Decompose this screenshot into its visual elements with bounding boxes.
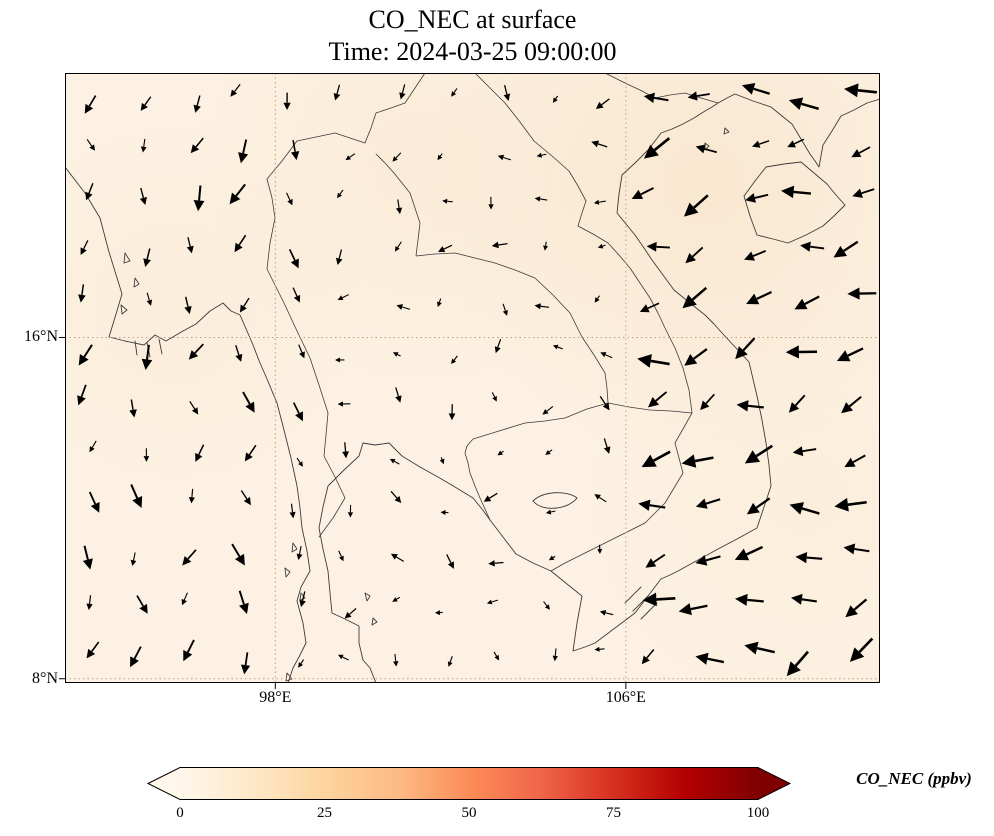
map-canvas	[59, 73, 880, 689]
colorbar-label: CO_NEC (ppbv)	[856, 769, 972, 788]
colorbar-tick-50: 50	[461, 805, 477, 821]
wind-vector-layer	[77, 83, 878, 677]
border-thailand-cambodia	[464, 402, 609, 521]
country-border-layer	[266, 73, 719, 572]
border-china-laos	[474, 73, 535, 142]
mekong-delta-channels	[624, 586, 658, 620]
colorbar-tick-75: 75	[606, 805, 621, 821]
colorbar-outline	[146, 767, 792, 800]
colorbar-canvas	[146, 767, 792, 800]
coastline-hainan	[743, 161, 846, 244]
border-vietnam-cambodia	[550, 412, 693, 572]
coastline-myanmar-peninsula	[65, 166, 311, 683]
chart-title: CO_NEC at surface	[368, 5, 577, 34]
colorbar: 0 25 50 75 100	[146, 767, 792, 829]
colorbar-tick-0: 0	[176, 805, 184, 821]
chart-subtitle: Time: 2024-03-25 09:00:00	[328, 37, 617, 66]
ytick-8n: 8°N	[32, 669, 58, 687]
colorbar-tick-25: 25	[317, 805, 332, 821]
map-plot	[59, 73, 880, 689]
axis-frame	[65, 73, 880, 683]
xtick-98e: 98°E	[259, 689, 292, 706]
border-myanmar-north	[266, 73, 426, 180]
colorbar-tick-100: 100	[746, 805, 770, 821]
border-laos-cambodia	[607, 402, 693, 414]
border-myanmar-thailand	[266, 178, 346, 538]
axis-tick-marks	[59, 336, 627, 689]
colorbar-over-arrow	[758, 767, 790, 800]
coastline-gulf-vietnam	[318, 102, 772, 683]
gridline-layer	[65, 73, 880, 683]
tonle-sap-lake	[532, 492, 578, 509]
coastline-layer	[65, 93, 880, 683]
ytick-16n: 16°N	[24, 328, 58, 346]
xtick-106e: 106°E	[605, 689, 646, 706]
coastline-south-china	[717, 93, 880, 168]
border-thailand-laos-mekong	[375, 153, 609, 404]
border-laos-vietnam	[533, 140, 693, 414]
colorbar-gradient	[180, 767, 758, 800]
colorbar-under-arrow	[148, 767, 180, 800]
